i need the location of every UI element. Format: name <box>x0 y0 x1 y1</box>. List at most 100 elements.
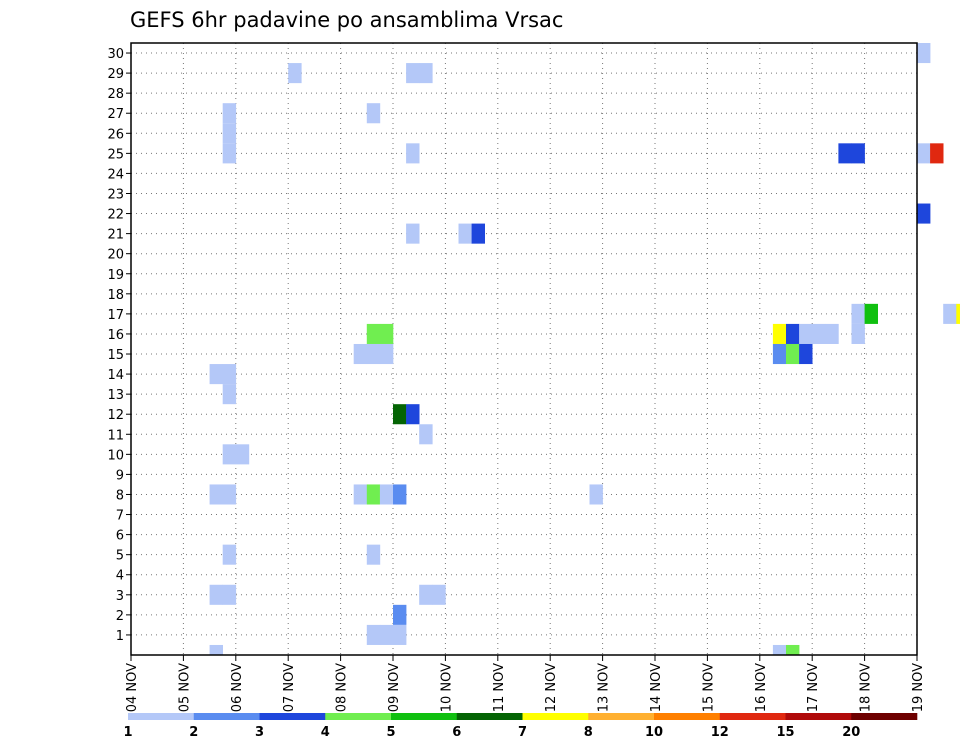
y-axis-ticks: 1234567891011121314151617181920212223242… <box>107 47 131 644</box>
y-tick-label: 27 <box>107 107 124 122</box>
heatmap-cell <box>851 323 865 344</box>
heatmap-cell <box>917 43 931 64</box>
y-tick-label: 1 <box>116 629 124 644</box>
heatmap-cell <box>379 343 394 365</box>
y-tick-label: 2 <box>116 609 124 624</box>
legend-swatch <box>259 713 326 720</box>
y-tick-label: 7 <box>116 509 124 524</box>
x-tick-label: 16 NOV <box>754 663 769 712</box>
legend-label: 3 <box>255 725 264 740</box>
heatmap-cell <box>406 63 420 84</box>
x-axis-ticks: 04 NOV 05 NOV 06 NOV 07 NOV 08 NOV 09 NOV 10 N… <box>125 655 926 712</box>
y-tick-label: 21 <box>107 228 124 243</box>
legend-swatch <box>193 713 260 720</box>
heatmap-cell <box>930 143 944 164</box>
heatmap-cell <box>851 303 865 324</box>
y-tick-label: 12 <box>107 408 124 423</box>
legend-swatch <box>654 713 721 720</box>
legend-label: 10 <box>645 725 663 740</box>
heatmap-cell <box>222 384 237 405</box>
heatmap-cell <box>432 584 446 605</box>
heatmap-cell <box>366 103 381 124</box>
heatmap-cell <box>209 584 223 605</box>
heatmap-cell <box>772 644 787 655</box>
heatmap-cell <box>772 343 787 365</box>
heatmap-cell <box>917 203 931 224</box>
heatmap-cell <box>222 103 237 124</box>
heatmap-cell <box>379 624 394 645</box>
heatmap-cell <box>379 323 394 344</box>
legend-label: 12 <box>711 725 729 740</box>
y-tick-label: 15 <box>107 348 124 363</box>
x-tick-label: 14 NOV <box>649 663 664 712</box>
heatmap-cell <box>393 484 407 505</box>
heatmap-cell <box>838 143 852 164</box>
y-tick-label: 3 <box>116 589 124 604</box>
heatmap-cell <box>222 364 237 385</box>
legend-label: 8 <box>584 725 593 740</box>
y-tick-label: 9 <box>116 468 124 483</box>
heatmap-cell <box>222 123 237 144</box>
legend-label: 5 <box>386 725 395 740</box>
color-legend: 1 2 3 4 5 6 7 8 10 12 15 20 <box>123 713 918 740</box>
heatmap-cell <box>864 303 878 324</box>
x-tick-label: 15 NOV <box>701 663 716 712</box>
heatmap-cell <box>222 444 237 465</box>
legend-label: 15 <box>776 725 794 740</box>
x-tick-label: 09 NOV <box>387 663 402 712</box>
heatmap-cell <box>222 143 237 164</box>
heatmap-cell <box>786 323 800 344</box>
legend-swatch <box>325 713 392 720</box>
x-tick-label: 06 NOV <box>230 663 245 712</box>
heatmap-cell <box>812 323 826 344</box>
x-tick-label: 10 NOV <box>439 663 454 712</box>
heatmap-cell <box>406 143 420 164</box>
legend-label: 6 <box>452 725 461 740</box>
heatmap-cell <box>786 644 800 655</box>
legend-swatch <box>522 713 589 720</box>
y-tick-label: 13 <box>107 388 124 403</box>
heatmap-cell <box>209 484 223 505</box>
heatmap-cell <box>406 404 420 425</box>
y-tick-label: 28 <box>107 87 124 102</box>
heatmap-cell <box>458 223 472 244</box>
heatmap-cell <box>589 484 603 505</box>
y-tick-label: 23 <box>107 187 124 202</box>
y-tick-label: 25 <box>107 147 124 162</box>
y-tick-label: 22 <box>107 208 124 223</box>
legend-swatch <box>456 713 523 720</box>
x-tick-label: 19 NOV <box>911 663 926 712</box>
heatmap-cell <box>366 484 381 505</box>
y-tick-label: 10 <box>107 448 124 463</box>
heatmap-cell <box>799 323 813 344</box>
legend-label: 20 <box>842 725 860 740</box>
y-tick-label: 6 <box>116 529 124 544</box>
legend-swatch <box>588 713 655 720</box>
y-tick-label: 11 <box>107 428 124 443</box>
heatmap-cell <box>917 143 931 164</box>
heatmap-cell <box>288 63 302 84</box>
y-tick-label: 26 <box>107 127 124 142</box>
heatmap-cell <box>209 644 223 655</box>
heatmap-cell <box>419 63 433 84</box>
heatmap-cell <box>393 404 407 425</box>
heatmap-cell <box>366 323 381 344</box>
heatmap-cell <box>209 364 223 385</box>
heatmap-cell <box>825 323 839 344</box>
y-tick-label: 5 <box>116 549 124 564</box>
heatmap-cell <box>799 343 813 365</box>
y-tick-label: 24 <box>107 167 124 182</box>
heatmap-cell <box>393 624 407 645</box>
chart-title: GEFS 6hr padavine po ansamblima Vrsac <box>130 8 563 32</box>
heatmap-cell <box>851 143 865 164</box>
y-tick-label: 16 <box>107 328 124 343</box>
y-tick-label: 30 <box>107 47 124 62</box>
x-tick-label: 08 NOV <box>335 663 350 712</box>
heatmap-cell <box>222 584 237 605</box>
legend-label: 2 <box>189 725 198 740</box>
y-tick-label: 8 <box>116 488 124 503</box>
heatmap-cell <box>222 544 237 565</box>
heatmap-cell <box>366 624 381 645</box>
heatmap-cell <box>772 323 787 344</box>
